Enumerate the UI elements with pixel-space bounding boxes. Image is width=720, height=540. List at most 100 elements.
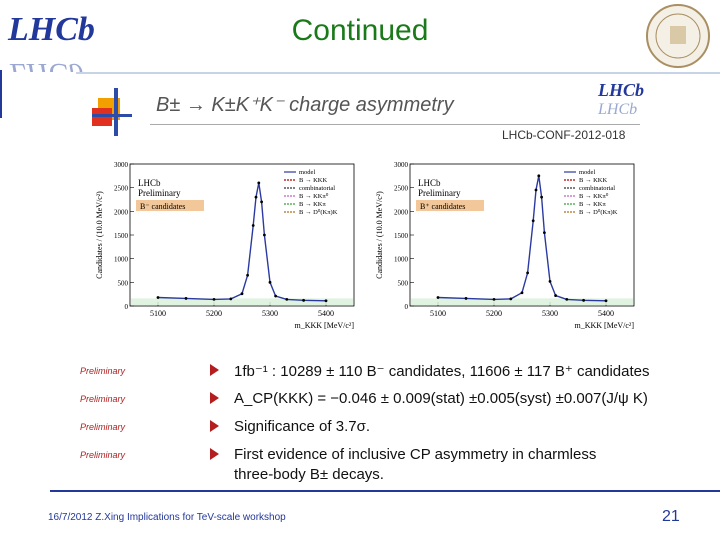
data-point xyxy=(548,279,552,283)
header-rule xyxy=(76,72,720,74)
candidates-box xyxy=(136,200,204,211)
svg-text:LHCb: LHCb xyxy=(7,11,95,48)
data-point xyxy=(604,299,608,303)
candidates-label: B⁻ candidates xyxy=(140,202,185,211)
x-tick-label: 5300 xyxy=(262,309,278,318)
collab-label: LHCb xyxy=(138,178,161,188)
data-point xyxy=(520,291,524,295)
legend-label: B → KKπ xyxy=(579,201,606,208)
y-tick-label: 3000 xyxy=(394,161,409,169)
y-tick-label: 2000 xyxy=(394,208,409,216)
figure-title: B± → K±K⁺K⁻ charge asymmetry xyxy=(156,94,454,116)
legend-label: model xyxy=(579,169,595,176)
x-tick-label: 5400 xyxy=(598,309,614,318)
y-tick-label: 0 xyxy=(125,303,129,311)
x-tick-label: 5200 xyxy=(486,309,502,318)
preliminary-label: Preliminary xyxy=(80,422,126,432)
status-label: Preliminary xyxy=(418,188,461,198)
preliminary-label: Preliminary xyxy=(80,394,126,404)
y-tick-label: 3000 xyxy=(114,161,129,169)
data-point xyxy=(274,294,277,298)
legend-label: B → KKπ xyxy=(299,201,326,208)
legend-label: B → D⁰(Kπ)K xyxy=(299,208,338,216)
data-point xyxy=(582,298,585,302)
figure-rule xyxy=(150,124,640,125)
x-axis-label: m_KKK [MeV/c²] xyxy=(295,321,355,330)
data-point xyxy=(526,271,529,275)
plot-frame xyxy=(409,163,635,307)
university-seal-icon xyxy=(640,2,716,70)
legend-label: combinatorial xyxy=(579,185,615,192)
svg-text:LHCb: LHCb xyxy=(9,57,83,72)
footer-text: 16/7/2012 Z.Xing Implications for TeV-sc… xyxy=(48,512,286,523)
svg-text:LHCb: LHCb xyxy=(597,101,637,118)
data-point xyxy=(263,233,266,237)
svg-text:LHCb: LHCb xyxy=(597,80,644,100)
candidates-box xyxy=(416,200,484,211)
data-point xyxy=(257,181,261,185)
bullet-arrow-icon xyxy=(210,364,219,376)
x-tick-label: 5400 xyxy=(318,309,334,318)
bullet-text-continued: three-body B± decays. xyxy=(234,466,384,483)
legend-label: B → KKK xyxy=(299,177,327,184)
bullet-arrow-icon xyxy=(210,448,219,460)
conf-reference: LHCb-CONF-2012-018 xyxy=(502,128,626,142)
y-tick-label: 1500 xyxy=(394,232,409,240)
preliminary-label: Preliminary xyxy=(80,366,126,376)
y-tick-label: 500 xyxy=(398,279,409,287)
bullet-text: 1fb⁻¹ : 10289 ± 110 B⁻ candidates, 11606… xyxy=(234,363,650,380)
y-tick-label: 2500 xyxy=(114,185,129,193)
y-tick-label: 2000 xyxy=(114,208,129,216)
data-point xyxy=(540,195,543,199)
data-point xyxy=(565,297,569,301)
page-number: 21 xyxy=(662,508,680,525)
model-line xyxy=(157,182,327,302)
data-point xyxy=(492,297,496,301)
candidates-label: B⁺ candidates xyxy=(420,202,465,211)
y-axis-label: Candidates / (10.0 MeV/c²) xyxy=(95,191,104,279)
data-point xyxy=(509,297,513,301)
legend-label: combinatorial xyxy=(299,185,335,192)
y-tick-label: 1000 xyxy=(394,256,409,264)
model-line xyxy=(437,175,607,302)
combinatorial-band xyxy=(131,298,353,305)
x-tick-label: 5100 xyxy=(150,309,166,318)
left-vertical-rule xyxy=(0,70,2,118)
x-tick-label: 5100 xyxy=(430,309,446,318)
bullet-arrow-icon xyxy=(210,392,219,404)
bullet-text: First evidence of inclusive CP asymmetry… xyxy=(234,446,597,463)
data-point xyxy=(436,296,440,299)
y-axis-label: Candidates / (10.0 MeV/c²) xyxy=(375,191,384,279)
y-tick-label: 1500 xyxy=(114,232,129,240)
data-point xyxy=(156,296,160,299)
data-point xyxy=(268,280,272,284)
data-point xyxy=(240,292,244,296)
data-point xyxy=(534,188,538,192)
data-point xyxy=(212,297,216,301)
x-axis-label: m_KKK [MeV/c²] xyxy=(575,321,635,330)
legend-label: B → D⁰(Kπ)K xyxy=(579,208,618,216)
x-tick-label: 5200 xyxy=(206,309,222,318)
data-point xyxy=(246,273,250,277)
plot-frame xyxy=(129,163,355,307)
status-label: Preliminary xyxy=(138,188,181,198)
y-tick-label: 0 xyxy=(405,303,409,311)
data-point xyxy=(531,219,535,223)
data-point xyxy=(324,299,328,303)
data-point xyxy=(543,231,546,235)
y-tick-label: 500 xyxy=(118,279,129,287)
figure-corner-decoration xyxy=(92,84,132,140)
preliminary-label: Preliminary xyxy=(80,450,126,460)
x-tick-label: 5300 xyxy=(542,309,558,318)
page-title: Continued xyxy=(291,14,429,47)
legend-label: B → KKπ⁰ xyxy=(299,192,329,200)
data-point xyxy=(184,297,188,300)
lhcb-logo: LHCb LHCb xyxy=(2,2,106,90)
footer-rule xyxy=(50,490,720,492)
data-point xyxy=(254,195,258,199)
plot-b-minus: 0 500 1000 1500 2000 2500 3000 5100 5200 5300 5400… xyxy=(92,160,364,336)
combinatorial-band xyxy=(411,298,633,305)
data-point xyxy=(464,297,468,300)
data-point xyxy=(251,224,255,227)
plot-b-minus-svg: 0 500 1000 1500 2000 2500 3000 5100 5200 5300 5400… xyxy=(95,161,355,330)
